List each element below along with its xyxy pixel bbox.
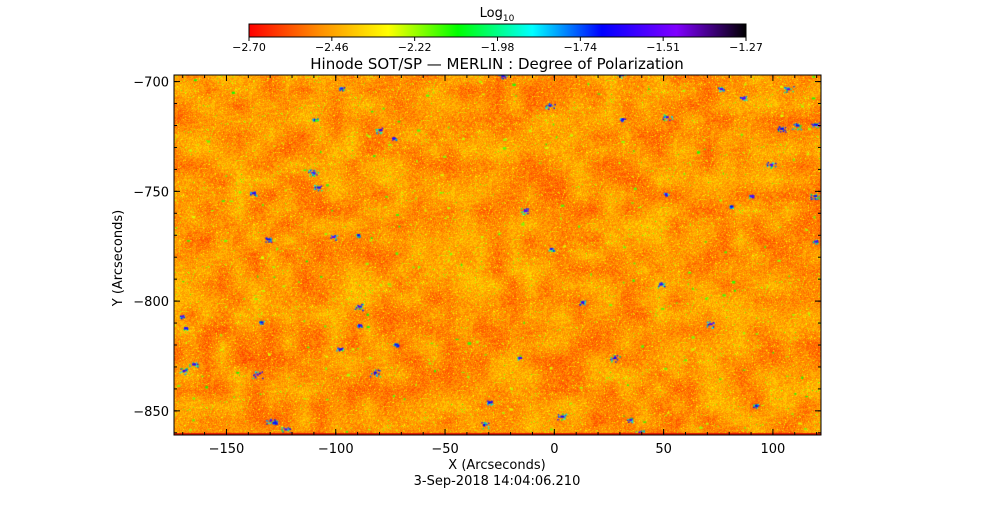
- colorbar-tick-label: −1.51: [646, 41, 680, 54]
- colorbar-label: Log10: [480, 6, 515, 24]
- colorbar-tick-label: −2.22: [398, 41, 432, 54]
- x-tick-label: −150: [209, 442, 245, 457]
- heatmap-raster: [174, 75, 821, 435]
- x-tick-label: 0: [550, 442, 558, 457]
- x-tick-label: 50: [655, 442, 672, 457]
- colorbar-tick-label: −2.70: [232, 41, 266, 54]
- plot-frame: [173, 74, 822, 436]
- colorbar-tick-label: −1.74: [563, 41, 597, 54]
- colorbar-tick-label: −1.27: [729, 41, 763, 54]
- y-axis-label: Y (Arcseconds): [111, 210, 126, 307]
- y-tick-label: −850: [133, 405, 169, 420]
- x-tick-label: −100: [318, 442, 354, 457]
- heatmap-image: [174, 75, 821, 435]
- y-tick-label: −700: [133, 76, 169, 91]
- x-axis: −150 −100 −50 0 50 100: [182, 75, 818, 457]
- x-axis-label: X (Arcseconds): [448, 458, 545, 473]
- y-axis: −700 −750 −800 −850: [133, 76, 821, 434]
- x-tick-label: −50: [431, 442, 458, 457]
- x-tick-label: 100: [760, 442, 785, 457]
- colorbar: [248, 23, 747, 38]
- y-tick-label: −750: [133, 185, 169, 200]
- timestamp: 3-Sep-2018 14:04:06.210: [414, 474, 581, 489]
- colorbar-ticks: −2.70 −2.46 −2.22 −1.98 −1.74 −1.51 −1.27: [232, 37, 763, 54]
- colorbar-tick-label: −2.46: [315, 41, 349, 54]
- colorbar-tick-label: −1.98: [481, 41, 515, 54]
- y-tick-label: −800: [133, 295, 169, 310]
- chart-title: Hinode SOT/SP — MERLIN : Degree of Polar…: [310, 55, 684, 73]
